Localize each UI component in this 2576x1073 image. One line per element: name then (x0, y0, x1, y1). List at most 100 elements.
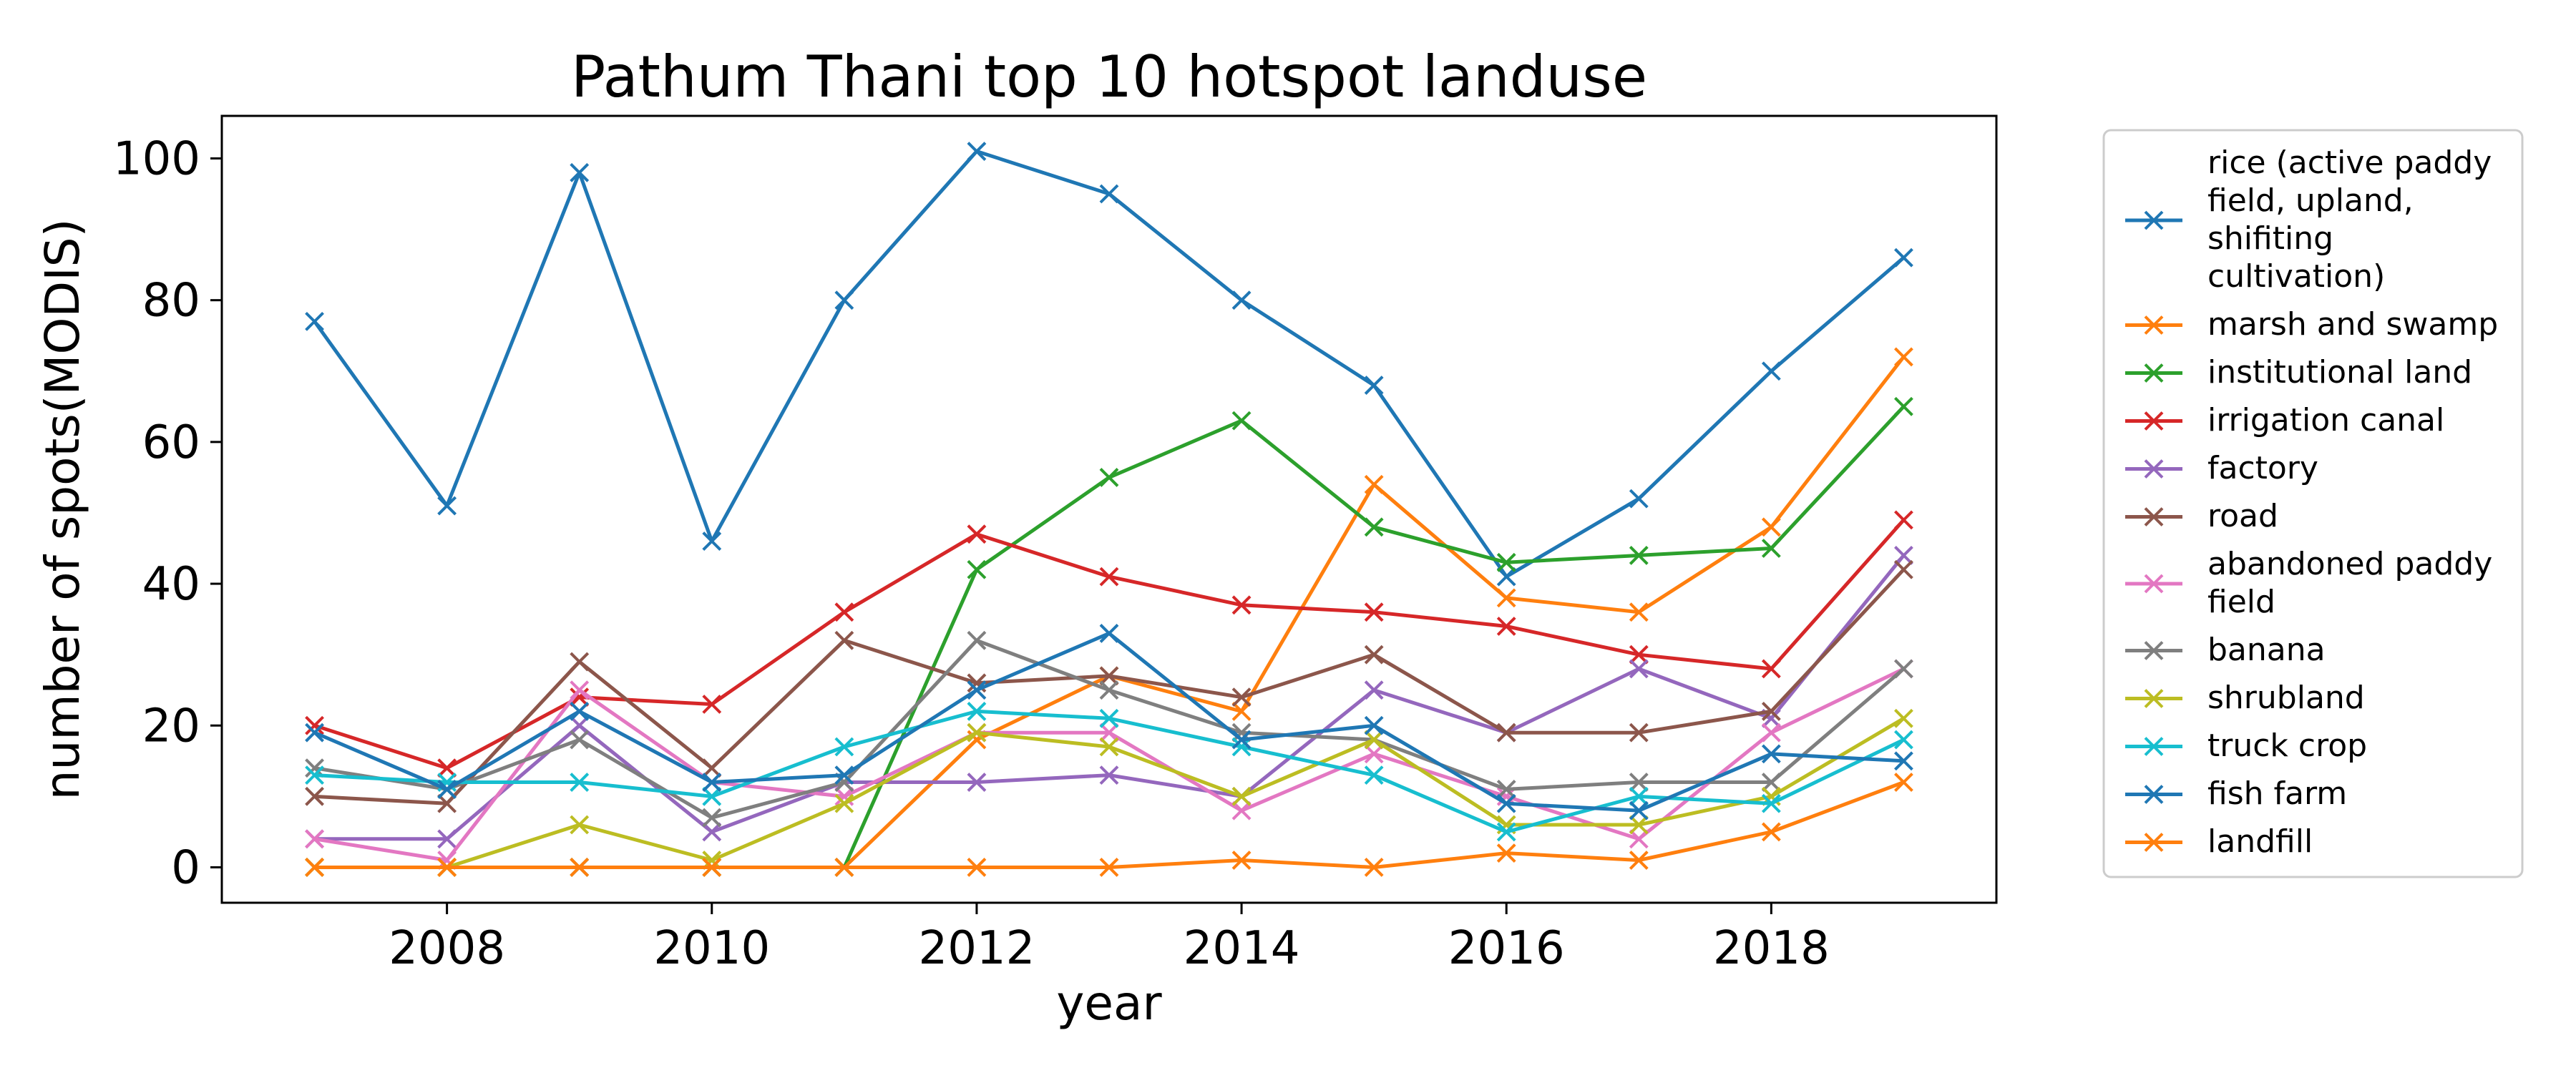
legend-label: factory (2207, 450, 2318, 486)
data-point (1629, 786, 1649, 806)
legend-marker (2144, 689, 2164, 708)
data-point (834, 602, 854, 622)
data-point (437, 496, 457, 516)
data-point (967, 142, 987, 161)
legend-label-line: institutional land (2207, 354, 2472, 391)
data-point (1496, 567, 1516, 587)
data-point (1496, 722, 1516, 743)
data-point (1231, 595, 1252, 615)
legend-item: factory (2125, 450, 2318, 486)
data-point (1894, 659, 1913, 679)
x-tick-label: 2012 (918, 922, 1035, 975)
data-point (702, 531, 722, 552)
data-point (1364, 765, 1384, 785)
legend-item: marsh and swamp (2125, 306, 2498, 343)
legend-item: truck crop (2125, 727, 2367, 764)
legend-label-line: cultivation) (2207, 258, 2385, 295)
y-tick-label: 80 (142, 275, 200, 328)
data-point (1894, 510, 1913, 530)
legend-marker (2144, 574, 2164, 594)
data-point (1894, 773, 1913, 792)
data-point (570, 730, 590, 750)
data-point (1364, 474, 1384, 494)
data-point (1761, 822, 1781, 842)
legend-marker (2144, 363, 2164, 383)
x-tick-label: 2016 (1448, 922, 1565, 975)
data-point (702, 695, 722, 714)
data-point (1894, 248, 1913, 268)
data-point (1364, 602, 1384, 622)
data-point (1496, 617, 1516, 636)
legend-label-line: shifiting (2207, 220, 2333, 257)
data-point (1496, 588, 1516, 608)
legend-label: rice (active paddy field, upland, shifitin… (2207, 144, 2492, 295)
x-tick-label: 2014 (1184, 922, 1300, 975)
data-point (570, 815, 590, 835)
series-5 (305, 545, 1913, 849)
data-point (834, 858, 854, 877)
data-point (1231, 290, 1252, 310)
data-point (1364, 680, 1384, 700)
data-point (437, 780, 457, 799)
data-point (1364, 645, 1384, 665)
data-point (1761, 773, 1781, 792)
legend-item: abandoned paddy field (2125, 546, 2492, 620)
data-point (1496, 822, 1516, 842)
legend-marker (2144, 785, 2164, 804)
data-point (1629, 773, 1649, 792)
legend-label-line: abandoned paddy (2207, 546, 2492, 582)
legend-label: road (2207, 498, 2278, 534)
data-point (1231, 687, 1252, 707)
data-point (702, 858, 722, 877)
data-point (1761, 539, 1781, 558)
data-point (1629, 489, 1649, 509)
data-point (967, 630, 987, 650)
data-point (1364, 517, 1384, 537)
data-point (1364, 858, 1384, 877)
data-point (1894, 751, 1913, 771)
y-axis-label: number of spots(MODIS) (35, 219, 90, 800)
data-point (1231, 411, 1252, 431)
legend-marker (2144, 210, 2164, 230)
data-point (1761, 361, 1781, 381)
data-point (1364, 730, 1384, 750)
y-axis: 0 20 40 60 80 100 (113, 132, 222, 894)
data-point (702, 758, 722, 778)
legend-label: banana (2207, 632, 2326, 668)
data-point (967, 702, 987, 721)
data-point (967, 773, 987, 792)
data-point (1099, 722, 1119, 743)
data-point (1496, 843, 1516, 863)
data-point (1231, 730, 1252, 750)
data-point (1231, 737, 1252, 757)
data-point (1231, 702, 1252, 721)
legend-item: road (2125, 498, 2278, 534)
data-point (1099, 680, 1119, 700)
legend-label-line: field, upland, (2207, 182, 2414, 219)
legend-item: institutional land (2125, 354, 2472, 391)
data-point (1761, 702, 1781, 721)
y-tick-label: 100 (113, 132, 200, 185)
data-point (1099, 765, 1119, 785)
data-point (1496, 793, 1516, 813)
legend-item: banana (2125, 632, 2326, 668)
data-point (1364, 744, 1384, 764)
data-point (305, 858, 324, 877)
legend-label: irrigation canal (2207, 402, 2444, 438)
legend: rice (active paddy field, upland, shifitin… (2102, 129, 2524, 878)
data-point (1894, 347, 1913, 367)
x-axis: 2008 2010 2012 2014 2016 2018 (389, 903, 1830, 975)
legend-label-line: field (2207, 584, 2275, 620)
legend-label: shrubland (2207, 680, 2365, 716)
data-point (1629, 645, 1649, 665)
data-point (570, 773, 590, 792)
data-point (1099, 666, 1119, 686)
legend-label: fish farm (2207, 775, 2347, 812)
x-tick-label: 2008 (389, 922, 505, 975)
data-point (967, 559, 987, 579)
plot-area (305, 142, 1913, 877)
y-tick-label: 20 (142, 700, 200, 753)
data-point (570, 680, 590, 700)
data-point (1099, 737, 1119, 757)
data-point (1761, 722, 1781, 743)
